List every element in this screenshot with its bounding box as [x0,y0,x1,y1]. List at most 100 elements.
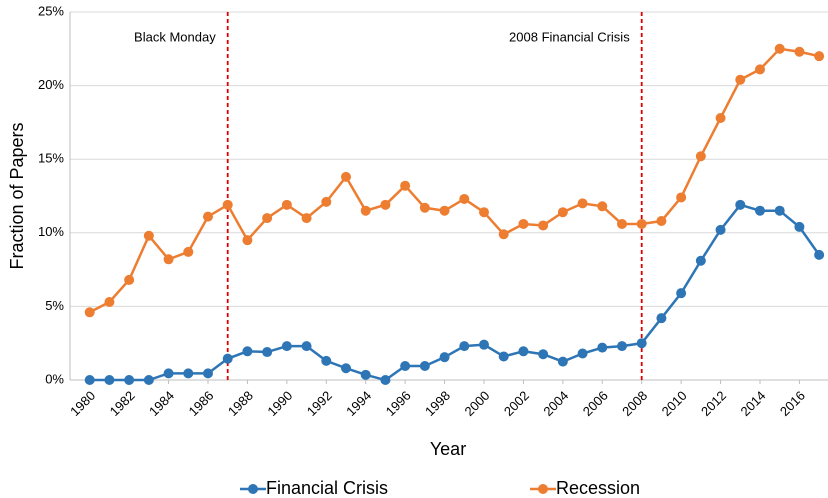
data-point [597,201,608,212]
data-point [104,375,115,385]
data-point [814,249,825,260]
x-tick-label: 2010 [659,388,690,419]
data-point [400,180,411,191]
data-point [597,342,608,353]
data-point [695,151,706,162]
x-tick-label: 1990 [264,388,295,419]
data-point [242,235,253,246]
data-point [478,339,489,350]
x-tick-label: 1998 [422,388,453,419]
x-tick-label: 2006 [580,388,611,419]
x-tick-label: 1980 [67,388,98,419]
data-point [557,207,568,218]
annotation: 2008 Financial Crisis [509,29,630,44]
data-point [104,296,115,307]
x-tick-label: 1982 [107,388,138,419]
data-point [163,254,174,265]
data-point [439,352,450,363]
data-point [183,368,194,379]
data-point [321,196,332,207]
data-point [498,351,509,362]
data-point [636,218,647,229]
data-point [202,211,213,222]
data-point [419,361,430,372]
y-tick-label: 0% [45,371,64,386]
data-point [281,341,292,352]
x-tick-label: 1984 [146,388,177,419]
data-point [774,205,785,216]
x-tick-label: 2000 [461,388,492,419]
data-point [557,356,568,367]
data-point [735,199,746,210]
y-axis-title: Fraction of Papers [7,122,27,269]
annotation: Black Monday [134,29,216,44]
data-point [459,193,470,204]
data-point [340,363,351,374]
legend-label: Financial Crisis [266,478,388,498]
data-point [754,205,765,216]
data-point [84,375,95,385]
data-point [163,368,174,379]
data-point [143,230,154,241]
data-point [715,112,726,123]
data-point [656,216,667,227]
data-point [715,224,726,235]
data-point [262,347,273,358]
data-point [676,288,687,299]
x-tick-label: 1992 [304,388,335,419]
data-point [794,221,805,232]
data-point [794,46,805,57]
data-point [538,349,549,360]
x-tick-label: 2004 [540,388,571,419]
data-point [735,74,746,85]
data-point [183,246,194,257]
x-tick-label: 2014 [737,388,768,419]
data-point [518,218,529,229]
data-point [222,199,233,210]
data-point [419,202,430,213]
data-point [360,369,371,380]
data-point [616,341,627,352]
legend-marker [538,484,548,494]
data-point [262,213,273,224]
x-tick-label: 1996 [383,388,414,419]
legend-label: Recession [556,478,640,498]
data-point [518,346,529,357]
data-point [498,229,509,240]
x-tick-label: 2002 [501,388,532,419]
x-tick-label: 1994 [343,388,374,419]
data-point [143,375,154,385]
data-point [695,255,706,266]
data-point [616,218,627,229]
x-tick-label: 1988 [225,388,256,419]
x-tick-label: 2012 [698,388,729,419]
data-point [124,274,135,285]
y-tick-label: 25% [38,3,64,18]
data-point [222,353,233,364]
data-point [538,220,549,231]
data-point [636,338,647,349]
data-point [321,355,332,366]
y-tick-label: 15% [38,151,64,166]
data-point [814,51,825,62]
series-line [89,47,820,314]
y-tick-label: 20% [38,77,64,92]
data-point [281,199,292,210]
data-point [400,361,411,372]
data-point [202,368,213,379]
data-point [676,192,687,203]
y-tick-label: 5% [45,298,64,313]
data-point [577,348,588,359]
data-point [301,341,312,352]
data-point [439,205,450,216]
data-point [774,43,785,54]
data-point [124,375,135,385]
x-axis-title: Year [430,439,466,459]
y-tick-label: 10% [38,224,64,239]
x-tick-label: 1986 [185,388,216,419]
data-point [242,346,253,357]
x-tick-label: 2008 [619,388,650,419]
data-point [301,213,312,224]
data-point [380,199,391,210]
